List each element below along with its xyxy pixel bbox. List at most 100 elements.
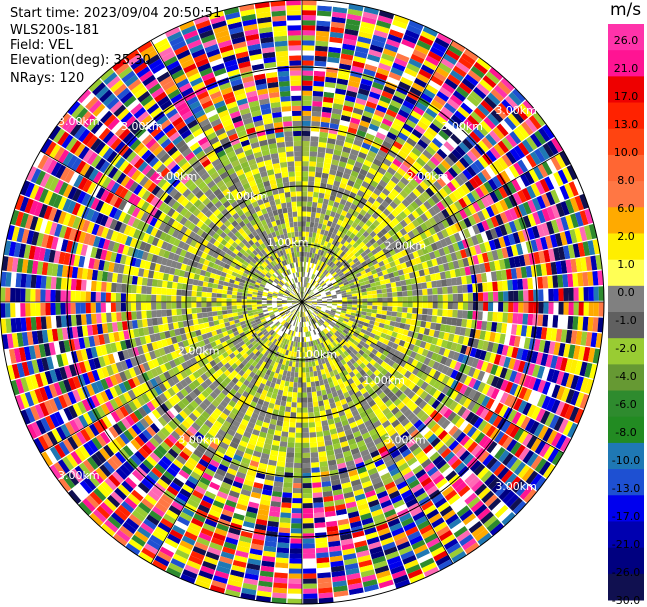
gate-cell [384,196,393,205]
gate-cell [336,134,346,142]
gate-cell [427,79,441,91]
gate-cell [487,282,493,292]
gate-cell [302,236,306,242]
gate-cell [533,289,539,302]
gate-cell [418,240,426,249]
gate-cell [426,159,437,170]
gate-cell [422,88,436,99]
gate-cell [393,171,403,181]
gate-cell [517,278,524,290]
gate-cell [211,306,217,312]
gate-cell [279,522,291,529]
gate-cell [289,422,296,428]
gate-cell [308,257,312,263]
gate-cell [275,557,289,564]
gate-cell [347,304,353,308]
gate-cell [454,211,464,222]
gate-cell [579,226,588,242]
gate-cell [457,293,464,302]
gate-cell [342,146,352,154]
gate-cell [341,267,347,273]
gate-cell [302,135,311,142]
gate-cell [303,292,306,298]
gate-cell [302,487,313,494]
gate-cell [417,289,423,296]
gate-cell [515,176,526,190]
gate-cell [302,292,305,298]
gate-cell [485,133,497,147]
gate-cell [553,171,564,187]
gate-cell [328,215,335,222]
gate-cell [295,321,298,327]
gate-cell [323,264,329,270]
gate-cell [351,65,364,74]
gate-cell [401,312,408,319]
gate-cell [295,437,302,443]
gate-cell [436,256,443,265]
gate-cell [346,236,353,244]
gate-cell [442,309,448,317]
gate-cell [578,302,584,316]
gate-cell [226,309,233,314]
gate-cell [420,275,427,283]
gate-cell [377,271,384,277]
gate-cell [567,244,576,259]
gate-cell [403,225,412,234]
gate-cell [518,103,533,118]
gate-cell [572,273,579,287]
gate-cell [493,188,504,201]
gate-cell [299,322,301,328]
gate-cell [292,387,298,393]
gate-cell [446,137,458,149]
gate-cell [440,255,448,264]
gate-cell [346,258,353,264]
gate-cell [337,262,343,269]
gate-cell [302,286,304,292]
gate-cell [558,288,564,301]
gate-cell [406,62,420,73]
gate-cell [285,401,292,408]
gate-cell [282,492,292,499]
gate-cell [492,281,498,292]
gate-cell [462,302,469,311]
gate-cell [318,287,324,291]
gate-cell [322,269,328,275]
gate-cell [308,231,313,238]
gate-cell [420,135,432,146]
gate-cell [413,174,423,185]
gate-cell [412,307,418,314]
gate-cell [316,15,331,22]
gate-cell [451,148,463,160]
gate-cell [310,447,318,453]
gate-cell [307,246,311,253]
gate-cell [304,293,308,298]
gate-cell [569,229,578,244]
gate-cell [410,110,422,121]
gate-cell [389,320,396,327]
gate-cell [302,191,308,197]
gate-cell [426,315,433,322]
gate-cell [597,270,604,286]
gate-cell [316,259,321,266]
gate-cell [498,186,508,199]
gate-cell [302,140,310,147]
gate-cell [333,149,342,156]
gate-cell [430,75,444,87]
gate-cell [444,156,455,167]
gate-cell [459,267,466,277]
gate-cell [302,65,314,71]
gate-cell [326,294,332,297]
gate-cell [290,538,302,544]
gate-cell [414,124,426,135]
gate-cell [432,118,444,130]
gate-cell [414,242,422,251]
gate-cell [388,221,396,229]
gate-cell [388,229,396,237]
gate-cell [358,31,373,40]
gate-cell [314,217,320,224]
gate-cell [342,172,351,180]
gate-cell [360,270,367,276]
gate-cell [282,421,290,428]
gate-cell [548,302,554,315]
gate-cell [307,289,311,294]
